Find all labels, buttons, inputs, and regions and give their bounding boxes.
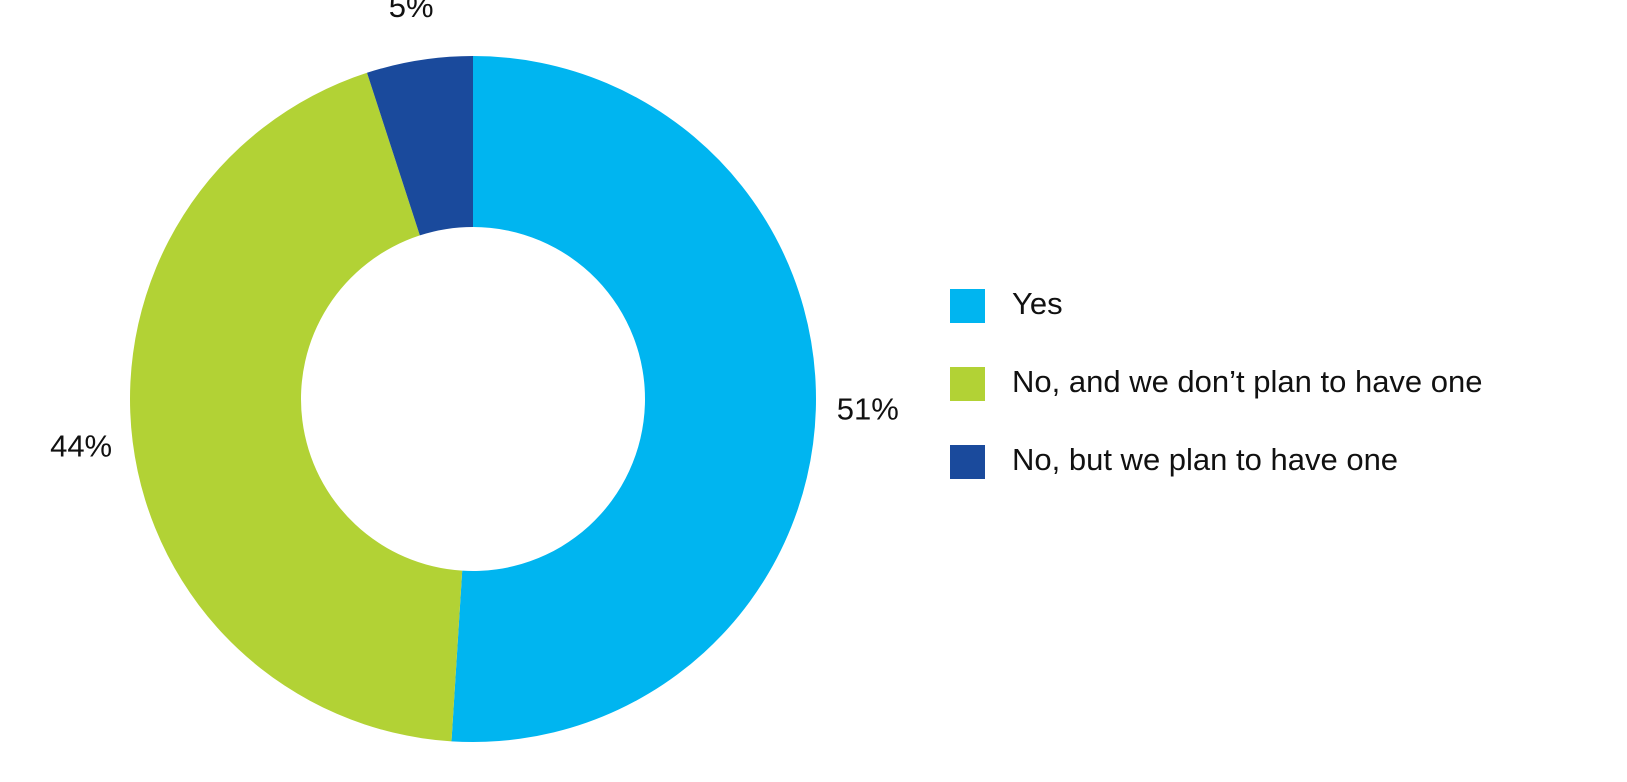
legend-label: No, and we don’t plan to have one: [1012, 364, 1483, 399]
donut-slice: [129, 72, 463, 742]
donut-slice: [367, 56, 473, 236]
legend-label: No, but we plan to have one: [1012, 442, 1398, 477]
value-label: 5%: [389, 0, 434, 24]
legend-label: Yes: [1012, 286, 1063, 321]
legend-swatch: [950, 289, 985, 323]
legend-swatch: [950, 445, 985, 479]
legend-swatch: [950, 367, 985, 401]
value-label: 51%: [837, 392, 899, 427]
value-label: 44%: [50, 429, 112, 464]
donut-slice: [451, 56, 817, 742]
